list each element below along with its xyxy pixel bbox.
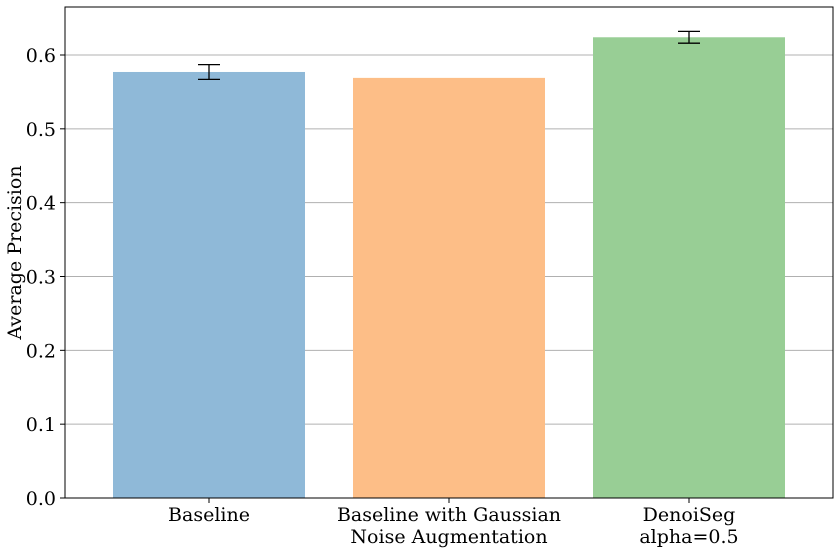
error-bars	[198, 30, 700, 81]
y-axis-label: Average Precision	[4, 165, 26, 340]
error-bar	[678, 30, 700, 44]
error-bar	[198, 63, 220, 81]
x-tick-label: Baseline	[168, 504, 250, 526]
x-tick-label: Baseline with Gaussian Noise Augmentation	[337, 504, 561, 548]
y-tick-label: 0.6	[26, 45, 56, 67]
bar	[113, 71, 305, 499]
y-tick-label: 0.4	[26, 193, 56, 215]
x-axis-ticks: Baseline Baseline with Gaussian Noise Augm…	[168, 498, 739, 548]
y-tick-label: 0.5	[26, 119, 56, 141]
bar	[593, 37, 785, 498]
y-tick-label: 0.1	[26, 414, 56, 436]
y-tick-label: 0.2	[26, 340, 56, 362]
x-tick-label: DenoiSeg alpha=0.5	[639, 504, 738, 548]
y-tick-label: 0.3	[26, 266, 56, 288]
bar	[353, 77, 545, 499]
bars	[113, 37, 785, 499]
y-tick-label: 0.0	[26, 488, 56, 510]
y-axis-ticks: 0.0 0.1 0.2 0.3 0.4 0.5 0.6	[26, 45, 65, 510]
